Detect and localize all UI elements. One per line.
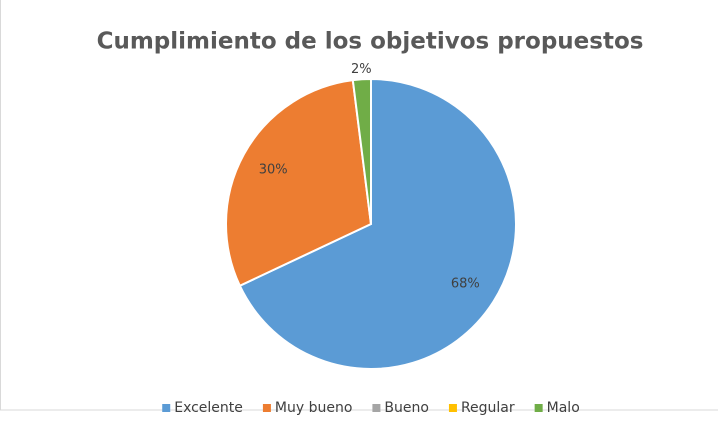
legend-label: Malo: [547, 400, 580, 416]
legend-label: Bueno: [384, 400, 429, 416]
data-label: 2%: [351, 62, 372, 77]
legend-swatch: [449, 404, 457, 412]
legend-label: Excelente: [174, 400, 243, 416]
chart-title: Cumplimiento de los objetivos propuestos: [97, 29, 644, 55]
legend-swatch: [535, 404, 543, 412]
data-label: 68%: [451, 276, 480, 291]
legend-swatch: [372, 404, 380, 412]
legend-label: Regular: [461, 400, 515, 416]
legend-swatch: [263, 404, 271, 412]
data-label: 30%: [259, 163, 288, 178]
legend-swatch: [162, 404, 170, 412]
legend-label: Muy bueno: [275, 400, 353, 416]
